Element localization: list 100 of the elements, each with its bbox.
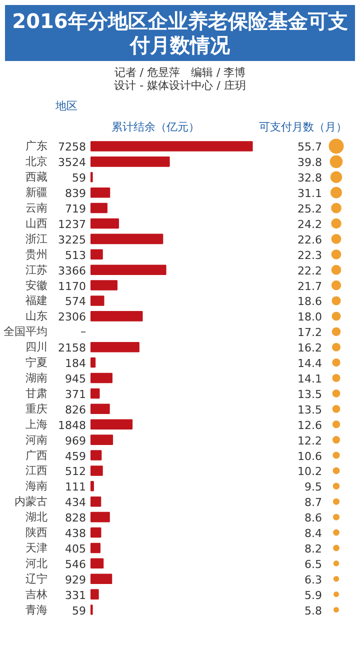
- bar: [90, 296, 104, 306]
- y-tick-label: 天津: [26, 542, 48, 555]
- data-label: 839: [64, 187, 86, 200]
- data-label: 434: [64, 496, 86, 510]
- data-label: 6.3: [304, 574, 322, 587]
- y-tick-label: 河南: [26, 434, 48, 447]
- bar: [90, 450, 102, 461]
- y-tick-label: 辽宁: [26, 572, 48, 586]
- bar: [90, 218, 119, 229]
- data-label: 18.0: [298, 311, 322, 324]
- y-tick-label: 安徽: [26, 279, 48, 292]
- y-tick-label: 江西: [26, 464, 48, 478]
- y-tick-label: 甘肃: [26, 387, 48, 400]
- bar: [90, 141, 253, 152]
- text: 可支付月数（月）: [259, 120, 347, 134]
- data-label: 371: [64, 388, 86, 402]
- bar: [90, 203, 108, 214]
- data-label: 12.2: [298, 434, 322, 448]
- data-label: 513: [64, 249, 86, 262]
- data-label: 59: [72, 604, 86, 618]
- data-label: 8.6: [304, 512, 322, 525]
- y-tick-label: 全国平均: [4, 326, 48, 339]
- data-label: 59: [72, 172, 86, 186]
- bar: [90, 311, 143, 322]
- bar: [90, 466, 103, 476]
- data-label: 55.7: [298, 141, 322, 154]
- bar: [90, 528, 102, 538]
- data-label: 111: [64, 481, 86, 494]
- data-label: 719: [64, 202, 86, 216]
- bar: [90, 250, 103, 260]
- data-label: 1237: [58, 218, 86, 232]
- bar: [90, 558, 104, 569]
- data-label: 3225: [58, 234, 86, 247]
- data-label: 10.2: [298, 466, 322, 479]
- bar: [90, 574, 112, 584]
- data-label: 22.6: [298, 234, 322, 247]
- y-tick-label: 湖北: [26, 510, 48, 524]
- data-label: 3366: [58, 264, 86, 278]
- data-label: 39.8: [298, 156, 322, 170]
- data-label: 1170: [58, 280, 86, 294]
- y-tick-label: 贵州: [26, 248, 48, 262]
- data-label: 3524: [58, 156, 86, 170]
- y-tick-label: 北京: [26, 156, 48, 169]
- data-label: 18.6: [298, 296, 322, 309]
- y-tick-label: 河北: [26, 557, 48, 570]
- y-tick-label: 吉林: [26, 588, 48, 602]
- y-tick-label: 广西: [26, 449, 48, 462]
- text: 设计 - 媒体设计中心 / 庄玥: [114, 79, 246, 92]
- data-label: 6.5: [304, 558, 322, 572]
- bar: [90, 342, 140, 353]
- data-label: 22.3: [298, 249, 322, 262]
- data-label: 8.2: [304, 542, 322, 556]
- data-label: 5.9: [304, 589, 322, 602]
- y-tick-label: 江苏: [26, 264, 48, 277]
- bar: [90, 280, 118, 291]
- bar: [90, 590, 99, 600]
- y-tick-label: 湖南: [26, 372, 48, 385]
- y-tick-label: 云南: [26, 202, 48, 215]
- y-tick-label: 山西: [26, 217, 48, 230]
- data-label: 22.2: [298, 264, 322, 278]
- bar: [90, 234, 164, 244]
- data-label: 8.7: [304, 496, 322, 510]
- data-label: 13.5: [298, 388, 322, 402]
- y-tick-label: 重庆: [26, 402, 48, 416]
- data-label: 405: [64, 542, 86, 556]
- bar: [90, 373, 112, 384]
- data-label: 331: [64, 589, 86, 602]
- data-label: 13.5: [298, 404, 322, 417]
- bar: [90, 481, 94, 492]
- chart-subtitle: 记者 / 危昱萍 编辑 / 李博: [114, 66, 246, 80]
- data-label: 12.6: [298, 419, 322, 432]
- data-label: 1848: [58, 419, 86, 432]
- data-label: 945: [64, 372, 86, 386]
- y-tick-label: 青海: [26, 604, 48, 617]
- y-tick-label: 新疆: [26, 186, 48, 200]
- data-label: 929: [64, 574, 86, 587]
- y-tick-label: 四川: [26, 340, 48, 354]
- data-label: 25.2: [298, 202, 322, 216]
- data-label: 9.5: [304, 481, 322, 494]
- data-label: 24.2: [298, 218, 322, 232]
- data-label: 17.2: [298, 326, 322, 340]
- y-tick-label: 陕西: [26, 526, 48, 540]
- data-label: 969: [64, 434, 86, 448]
- data-label: 2158: [58, 342, 86, 355]
- bar: [90, 358, 96, 368]
- data-label: 16.2: [298, 342, 322, 355]
- data-label: 2306: [58, 311, 86, 324]
- data-label: 31.1: [298, 187, 322, 200]
- bar: [90, 420, 133, 430]
- data-label: 21.7: [298, 280, 322, 294]
- bar: [90, 496, 102, 508]
- bar: [90, 512, 110, 523]
- data-label: 14.1: [298, 372, 322, 386]
- data-label: 14.4: [298, 357, 322, 370]
- data-label: 459: [64, 450, 86, 464]
- y-tick-label: 上海: [26, 418, 48, 432]
- data-label: 7258: [58, 141, 86, 154]
- y-tick-label: 浙江: [26, 232, 48, 246]
- y-tick-label: 福建: [26, 294, 48, 308]
- data-label: 546: [64, 558, 86, 572]
